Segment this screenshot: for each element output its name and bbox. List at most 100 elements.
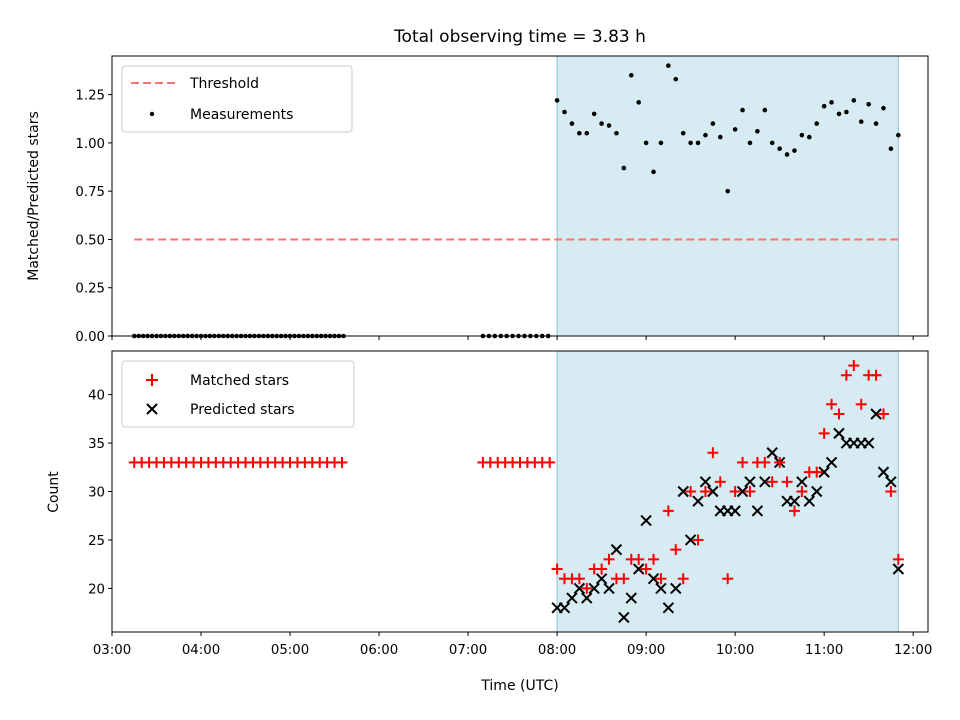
top-y-axis-label: Matched/Predicted stars bbox=[26, 111, 42, 281]
measurement-point bbox=[881, 105, 886, 111]
legend-measurements-swatch bbox=[149, 111, 155, 117]
predicted-star-point bbox=[862, 437, 875, 449]
matched-star-point bbox=[699, 486, 711, 497]
matched-star-point bbox=[781, 476, 793, 488]
predicted-star-point bbox=[566, 592, 578, 604]
measurement-point bbox=[584, 130, 590, 136]
predicted-star-point bbox=[618, 611, 630, 624]
x-tick-label: 07:00 bbox=[449, 643, 487, 658]
predicted-star-point bbox=[736, 485, 749, 498]
measurement-point bbox=[807, 134, 812, 140]
measurement-point bbox=[851, 98, 857, 103]
x-tick-label: 06:00 bbox=[360, 643, 398, 658]
matched-star-point bbox=[603, 553, 615, 565]
predicted-star-point bbox=[655, 582, 667, 595]
observing-span-top bbox=[556, 55, 899, 337]
matched-star-point bbox=[885, 486, 897, 497]
matched-star-point bbox=[648, 553, 660, 565]
measurement-point bbox=[866, 101, 871, 107]
matched-star-point bbox=[618, 573, 630, 585]
matched-star-point bbox=[685, 486, 697, 497]
measurement-point bbox=[688, 140, 693, 146]
predicted-star-point bbox=[833, 427, 845, 440]
bottom-legend: Matched stars Predicted stars bbox=[121, 360, 355, 428]
predicted-star-point bbox=[699, 476, 712, 488]
x-tick-label: 05:00 bbox=[271, 643, 309, 658]
x-tick-label: 11:00 bbox=[805, 643, 843, 658]
measurement-point bbox=[554, 98, 560, 103]
matched-star-point bbox=[551, 563, 563, 575]
measurement-point bbox=[695, 140, 701, 146]
measurement-point bbox=[666, 63, 671, 68]
predicted-star-point bbox=[558, 602, 571, 614]
matched-star-point bbox=[766, 476, 778, 488]
measurement-point bbox=[569, 121, 575, 126]
matched-stars-series bbox=[128, 360, 904, 594]
measurement-point bbox=[792, 148, 797, 153]
top-y-tick-label: 0.00 bbox=[75, 330, 105, 345]
predicted-star-point bbox=[825, 456, 838, 469]
bottom-y-tick-label: 35 bbox=[88, 437, 105, 452]
matched-star-point bbox=[855, 398, 867, 410]
x-tick-label: 12:00 bbox=[894, 643, 932, 658]
legend-predicted-label: Predicted stars bbox=[190, 402, 295, 418]
measurement-point bbox=[562, 109, 567, 115]
x-tick-label: 04:00 bbox=[182, 643, 220, 658]
measurement-point bbox=[710, 121, 716, 126]
measurement-point bbox=[673, 76, 679, 82]
measurement-point bbox=[762, 107, 768, 113]
matched-star-point bbox=[737, 456, 749, 468]
top-y-tick-label: 1.00 bbox=[75, 137, 105, 152]
x-tick-label: 03:00 bbox=[93, 643, 131, 658]
top-y-tick-label: 0.25 bbox=[75, 282, 105, 297]
matched-star-point bbox=[840, 369, 852, 381]
measurement-point bbox=[717, 134, 723, 140]
measurement-point bbox=[591, 111, 597, 117]
predicted-star-point bbox=[632, 563, 645, 575]
matched-star-point bbox=[892, 553, 904, 565]
matched-star-point bbox=[677, 573, 689, 585]
top-y-tick-label: 0.75 bbox=[75, 185, 105, 200]
measurement-point bbox=[658, 140, 664, 146]
matched-star-point bbox=[692, 534, 704, 546]
predicted-star-point bbox=[788, 495, 801, 507]
predicted-star-point bbox=[707, 485, 719, 498]
predicted-star-point bbox=[803, 495, 816, 507]
measurement-point bbox=[784, 152, 790, 157]
measurement-point bbox=[814, 121, 820, 126]
matched-star-point bbox=[573, 573, 585, 585]
predicted-star-point bbox=[729, 505, 741, 517]
predicted-star-point bbox=[796, 476, 808, 488]
matched-star-point bbox=[662, 505, 674, 517]
measurement-point bbox=[769, 140, 775, 146]
bottom-y-tick-label: 40 bbox=[88, 389, 105, 404]
matched-star-point bbox=[596, 563, 608, 575]
measurement-point bbox=[636, 100, 641, 105]
bottom-y-tick-label: 25 bbox=[88, 534, 105, 549]
predicted-star-point bbox=[870, 408, 882, 420]
matched-star-point bbox=[848, 360, 860, 372]
predicted-star-point bbox=[885, 476, 897, 488]
predicted-star-point bbox=[684, 534, 697, 546]
measurement-point bbox=[829, 100, 834, 105]
observing-span-bottom bbox=[556, 350, 899, 633]
measurement-point bbox=[777, 146, 782, 151]
bottom-y-axis-label: Count bbox=[46, 471, 62, 513]
legend-matched-swatch bbox=[146, 374, 158, 386]
matched-star-point bbox=[877, 408, 889, 420]
bottom-panel: 20 25 30 35 40 03:00 04:00 05:00 06:00 07:00 08:0… bbox=[46, 350, 932, 694]
measurement-point bbox=[577, 130, 582, 136]
x-axis-label: Time (UTC) bbox=[480, 678, 558, 694]
predicted-star-point bbox=[588, 582, 600, 595]
x-tick-label: 10:00 bbox=[716, 643, 754, 658]
predicted-star-point bbox=[744, 476, 756, 488]
predicted-star-point bbox=[647, 572, 660, 585]
matched-star-point bbox=[744, 486, 756, 497]
measurement-point bbox=[888, 146, 894, 151]
measurement-point bbox=[621, 165, 627, 171]
predicted-star-point bbox=[811, 485, 823, 498]
matched-star-point bbox=[707, 447, 719, 459]
matched-star-point bbox=[633, 553, 645, 565]
predicted-star-point bbox=[640, 514, 652, 527]
measurement-point bbox=[725, 188, 731, 194]
